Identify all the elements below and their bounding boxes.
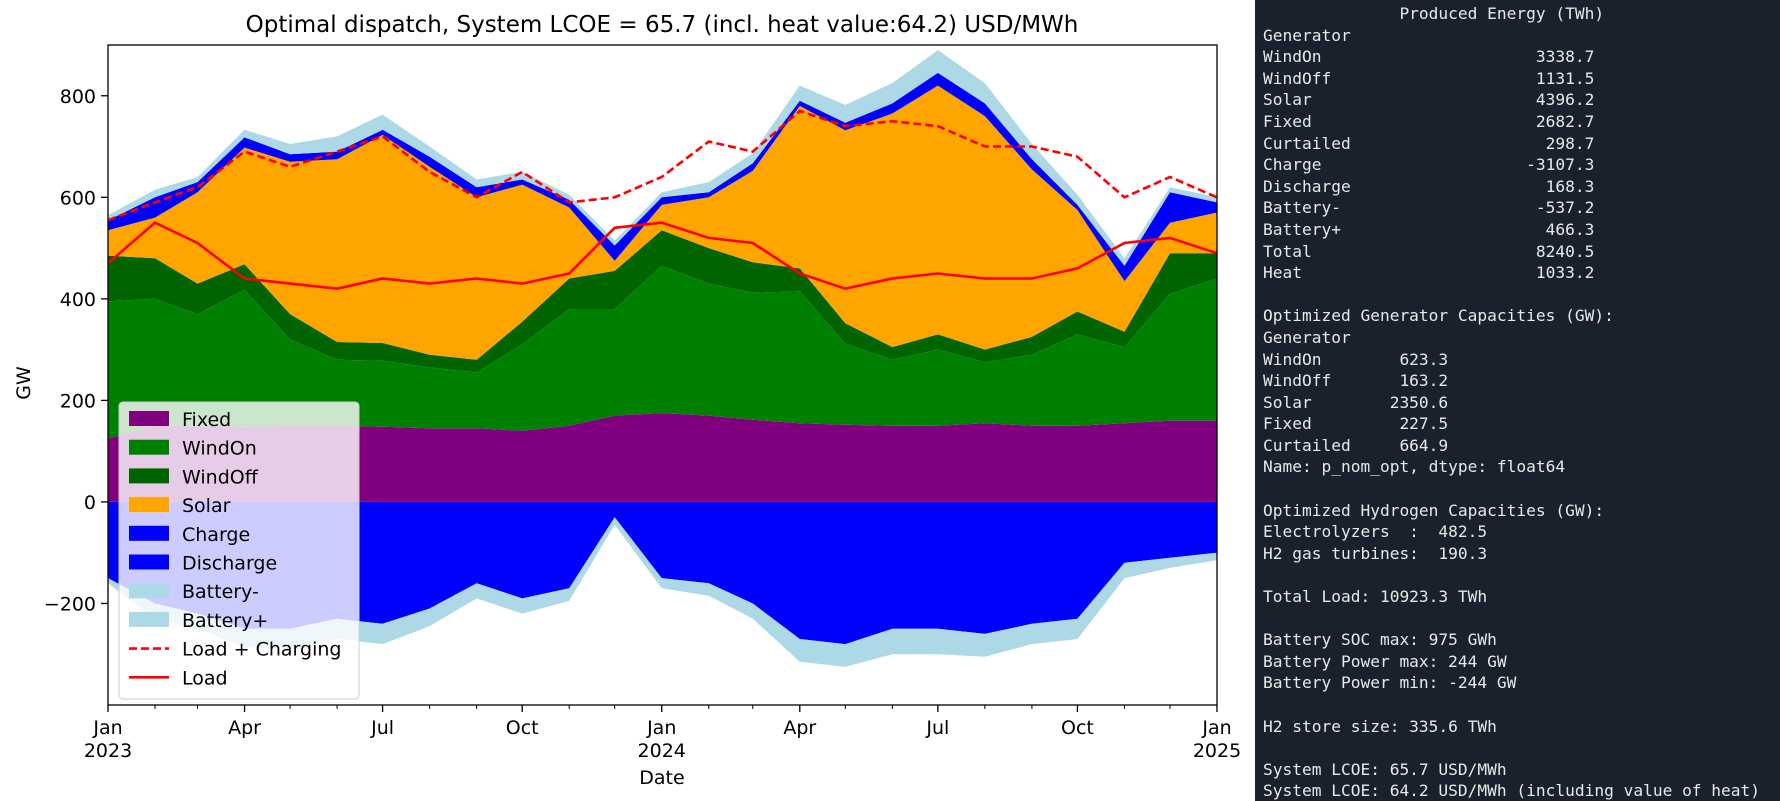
legend-label-solar: Solar xyxy=(182,495,231,517)
console-line: Electrolyzers : 482.5 xyxy=(1263,522,1488,542)
x-tick-label: Jan xyxy=(646,717,676,739)
console-line: Battery- -537.2 xyxy=(1263,198,1595,218)
legend-label-charge: Charge xyxy=(182,524,250,546)
legend-label-battery: Battery+ xyxy=(182,610,268,632)
x-tick-label: Apr xyxy=(783,717,816,739)
x-tick-label: Oct xyxy=(506,717,539,739)
console-line xyxy=(1263,737,1780,759)
console-line: Battery+ 466.3 xyxy=(1263,219,1595,239)
x-tick-label: Apr xyxy=(228,717,261,739)
x-tick-label: Jan xyxy=(92,717,122,739)
console-line: WindOn 3338.7 xyxy=(1263,47,1595,67)
series-area-windon xyxy=(108,265,1217,439)
console-line: Battery Power max: 244 GW xyxy=(1263,651,1507,671)
legend-swatch-charge xyxy=(129,525,169,541)
console-line: System LCOE: 64.2 USD/MWh (including val… xyxy=(1263,781,1761,801)
legend-label-load: Load xyxy=(182,667,228,689)
dispatch-chart-svg: Optimal dispatch, System LCOE = 65.7 (in… xyxy=(13,12,1241,789)
console-line: Optimized Hydrogen Capacities (GW): xyxy=(1263,500,1605,520)
console-line: Total Load: 10923.3 TWh xyxy=(1263,587,1488,607)
console-line: Charge -3107.3 xyxy=(1263,155,1595,175)
console-line: WindOn 623.3 xyxy=(1263,349,1449,369)
console-line: WindOff 163.2 xyxy=(1263,371,1449,391)
plot-frame xyxy=(107,44,1218,706)
x-tick-year-label: 2025 xyxy=(1193,740,1241,762)
series-area-battery xyxy=(108,517,1217,667)
legend-label-load-charging: Load + Charging xyxy=(182,639,341,661)
y-tick-label: 800 xyxy=(60,86,96,108)
y-tick-label: 200 xyxy=(60,390,96,412)
legend-swatch-battery xyxy=(129,583,169,599)
console-line: Battery SOC max: 975 GWh xyxy=(1263,630,1497,650)
console-line: Solar 2350.6 xyxy=(1263,392,1449,412)
legend: Fixed WindOn WindOff Solar Charge Discharge Ba… xyxy=(118,401,360,700)
legend-swatch-discharge xyxy=(129,554,169,570)
legend-swatch-fixed xyxy=(129,411,169,426)
series-area-windoff xyxy=(108,230,1217,373)
x-tick-label: Jan xyxy=(1201,717,1231,739)
legend-label-windoff: WindOff xyxy=(182,466,259,488)
console-line: System LCOE: 65.7 USD/MWh xyxy=(1263,759,1507,779)
console-line xyxy=(1263,608,1780,630)
y-tick-label: 400 xyxy=(60,289,96,311)
x-tick-year-label: 2023 xyxy=(84,740,132,762)
console-line xyxy=(1263,284,1780,306)
legend-box xyxy=(118,401,360,700)
console-line: Generator xyxy=(1263,327,1351,347)
console-line: Name: p_nom_opt, dtype: float64 xyxy=(1263,457,1566,477)
console-line: Produced Energy (TWh) xyxy=(1263,4,1605,23)
console-line: Fixed 227.5 xyxy=(1263,414,1449,434)
series-line-load-charging xyxy=(107,109,1218,222)
dispatch-chart: Optimal dispatch, System LCOE = 65.7 (in… xyxy=(13,12,1242,789)
console-line: Solar 4396.2 xyxy=(1263,90,1595,110)
console-line: Battery Power min: -244 GW xyxy=(1263,673,1517,693)
series-layer xyxy=(107,50,1218,667)
legend-label-battery: Battery- xyxy=(182,581,259,603)
console-line: Heat 1033.2 xyxy=(1263,263,1595,283)
legend-swatch-battery xyxy=(129,611,169,627)
console-line: WindOff 1131.5 xyxy=(1263,68,1595,88)
y-axis-label: GW xyxy=(13,366,35,400)
console-line: Total 8240.5 xyxy=(1263,241,1595,261)
console-line xyxy=(1263,478,1780,500)
x-tick-year-label: 2024 xyxy=(638,740,686,762)
legend-swatch-windoff xyxy=(129,468,169,484)
console-line: Fixed 2682.7 xyxy=(1263,111,1595,131)
x-tick-label: Oct xyxy=(1061,717,1094,739)
console-line: H2 gas turbines: 190.3 xyxy=(1263,543,1488,563)
y-axis: −200 0 200 400 600 800 xyxy=(44,86,108,615)
legend-label-windon: WindOn xyxy=(182,438,257,460)
y-tick-label: 600 xyxy=(60,187,96,209)
y-tick-label: 0 xyxy=(84,492,96,514)
console-line: H2 store size: 335.6 TWh xyxy=(1263,716,1497,736)
series-line-load xyxy=(107,221,1218,291)
x-tick-label: Jul xyxy=(370,717,394,739)
series-area-discharge xyxy=(108,501,1217,645)
x-axis-label: Date xyxy=(639,767,684,789)
legend-label-discharge: Discharge xyxy=(182,553,277,575)
series-area-fixed xyxy=(108,413,1217,502)
console-line: Optimized Generator Capacities (GW): xyxy=(1263,306,1614,326)
console-line: Generator xyxy=(1263,25,1351,45)
console-line: Curtailed 298.7 xyxy=(1263,133,1595,153)
console-line: Curtailed 664.9 xyxy=(1263,435,1449,455)
console-line xyxy=(1263,694,1780,716)
console-output: Produced Energy (TWh) Generator WindOn 333… xyxy=(1255,0,1780,801)
console-line xyxy=(1263,564,1780,586)
y-tick-label: −200 xyxy=(44,593,96,615)
legend-label-fixed: Fixed xyxy=(182,409,231,431)
legend-swatch-windon xyxy=(129,439,169,455)
console-line: Discharge 168.3 xyxy=(1263,176,1595,196)
chart-title: Optimal dispatch, System LCOE = 65.7 (in… xyxy=(246,12,1079,38)
x-tick-label: Jul xyxy=(925,717,949,739)
legend-swatch-solar xyxy=(129,497,169,513)
